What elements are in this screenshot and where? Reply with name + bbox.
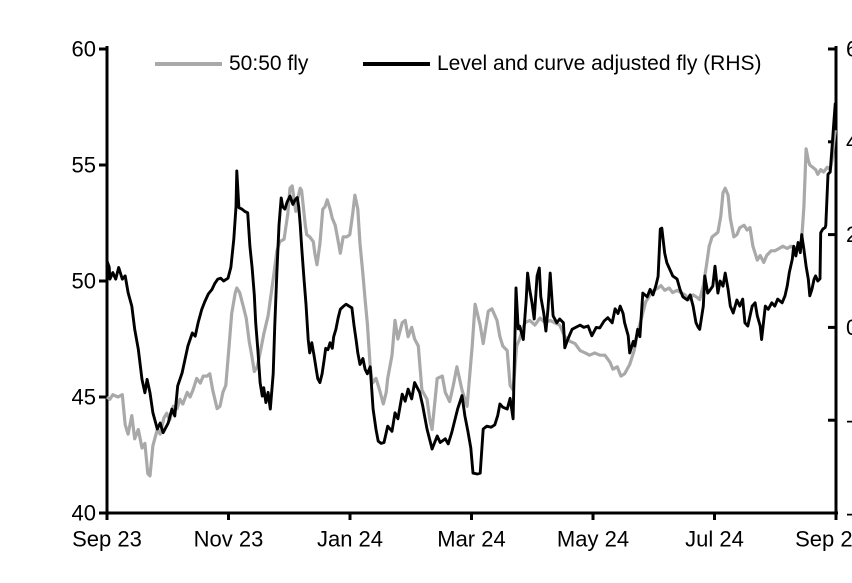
right-axis-tick-label: 6 — [846, 37, 852, 62]
left-axis-tick-label: 55 — [72, 153, 96, 178]
series-line-50-50-fly — [106, 129, 837, 478]
x-axis-tick-label: Jan 24 — [317, 527, 383, 552]
x-axis-tick-label: May 24 — [557, 527, 629, 552]
dual-axis-line-chart: 40 45 50 55 60 -4 -2 0 2 4 6 Sep 23 Nov 23 Jan 24 Mar … — [40, 16, 852, 567]
x-axis-tick-label: Jul 24 — [685, 527, 744, 552]
left-axis-tick-label: 45 — [72, 385, 96, 410]
right-axis-tick-label: 4 — [846, 129, 852, 154]
legend-line-swatch-gray — [155, 62, 222, 66]
right-axis-tick-label: 2 — [846, 222, 852, 247]
series-line-level-curve-adjusted-fly — [105, 102, 837, 476]
chart-canvas: 40 45 50 55 60 -4 -2 0 2 4 6 Sep 23 Nov 23 Jan 24 Mar … — [72, 37, 852, 552]
left-axis-tick-label: 60 — [72, 37, 96, 62]
x-axis-tick-label: Sep 23 — [72, 527, 142, 552]
legend-item-50-50-fly: 50:50 fly — [155, 52, 308, 76]
right-axis-tick-label: -2 — [846, 408, 852, 433]
legend-line-swatch-black — [363, 62, 430, 66]
legend-label: 50:50 fly — [229, 52, 309, 75]
left-axis-tick-label: 50 — [72, 269, 96, 294]
x-axis-tick-label: Mar 24 — [437, 527, 505, 552]
x-axis-tick-label: Sep 24 — [795, 527, 852, 552]
right-axis-tick-label: -4 — [846, 501, 852, 526]
legend-label: Level and curve adjusted fly (RHS) — [437, 52, 762, 75]
right-axis-tick-label: 0 — [846, 315, 852, 340]
legend-item-level-curve-adjusted-fly: Level and curve adjusted fly (RHS) — [363, 52, 762, 76]
x-axis-tick-label: Nov 23 — [194, 527, 264, 552]
left-axis-tick-label: 40 — [72, 501, 96, 526]
